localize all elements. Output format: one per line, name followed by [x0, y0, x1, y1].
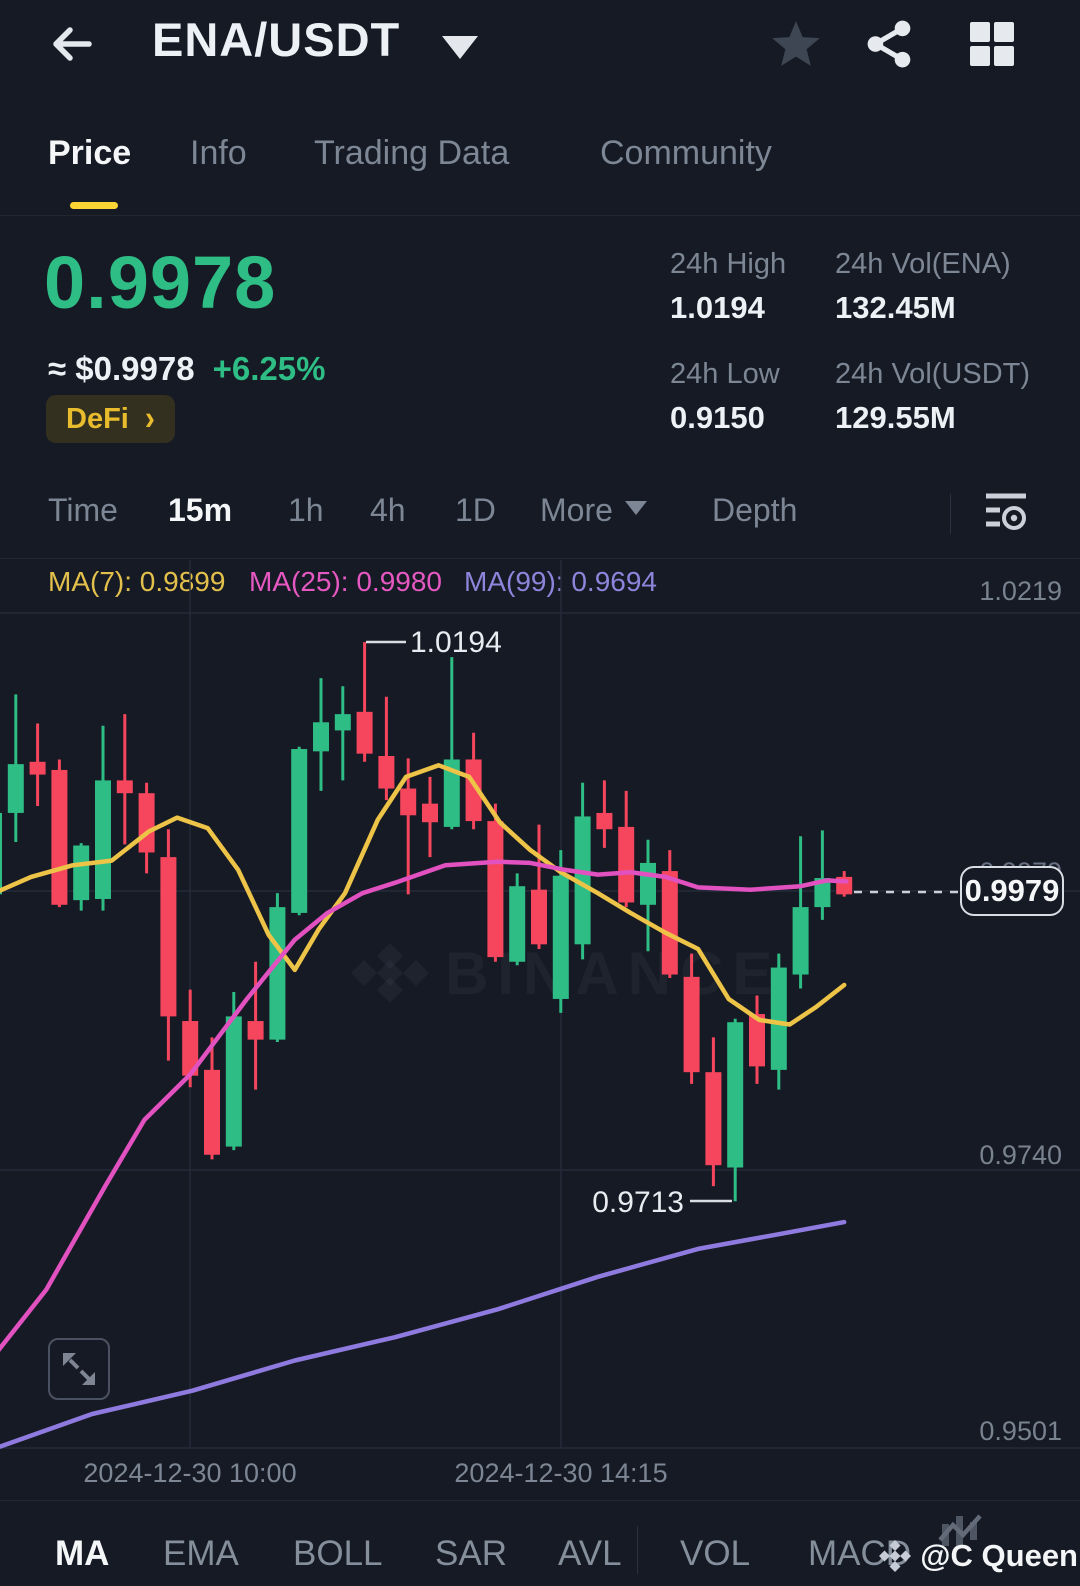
stat-high-label: 24h High: [670, 248, 787, 280]
footer-tab-divider: [637, 1526, 638, 1574]
session-high-annotation: 1.0194: [410, 626, 502, 659]
kline-chart-icon: [938, 1514, 982, 1546]
sub-price-row: ≈ $0.9978 +6.25%: [48, 350, 325, 388]
category-tag-defi[interactable]: DeFi ›: [46, 395, 175, 443]
indicator-tab-avl[interactable]: AVL: [558, 1534, 622, 1573]
pair-title: ENA/USDT: [152, 13, 401, 66]
tab-trading-data[interactable]: Trading Data: [314, 134, 510, 172]
layout-grid-button[interactable]: [966, 18, 1018, 70]
candlestick-chart-canvas[interactable]: BINANCE: [0, 558, 1080, 1502]
interval-1h[interactable]: 1h: [288, 492, 324, 528]
interval-more[interactable]: More: [540, 492, 647, 529]
ma7-legend: MA(7): 0.9899: [48, 566, 226, 597]
interval-depth[interactable]: Depth: [712, 492, 798, 528]
y-axis-tick-1: 1.0219: [979, 576, 1062, 606]
y-axis-tick-3: 0.9740: [979, 1140, 1062, 1170]
creator-handle: @C Queen: [920, 1538, 1078, 1573]
indicator-tab-vol[interactable]: VOL: [680, 1534, 751, 1573]
stat-low-value: 0.9150: [670, 400, 765, 435]
y-axis-tick-4: 0.9501: [979, 1416, 1062, 1446]
stat-vol-base-value: 132.45M: [835, 290, 956, 325]
chevron-down-icon: [442, 36, 478, 59]
category-tag-label: DeFi: [66, 402, 129, 435]
star-icon: [772, 21, 820, 66]
x-axis-tick-1: 2024-12-30 10:00: [83, 1458, 297, 1488]
indicator-tab-boll[interactable]: BOLL: [293, 1534, 383, 1573]
change-percent: +6.25%: [212, 350, 326, 387]
stat-vol-quote-value: 129.55M: [835, 400, 956, 435]
stat-low-label: 24h Low: [670, 358, 780, 390]
indicator-tab-ma[interactable]: MA: [55, 1534, 110, 1573]
chevron-down-icon: [624, 501, 647, 515]
expand-arrows-icon: [63, 1353, 95, 1385]
tabs-divider: [0, 215, 1080, 216]
interval-15m[interactable]: 15m: [168, 492, 233, 528]
tab-info[interactable]: Info: [190, 134, 247, 172]
favorite-button[interactable]: [770, 18, 822, 70]
footer-divider: [0, 1500, 1080, 1501]
x-axis-tick-2: 2024-12-30 14:15: [454, 1458, 668, 1488]
interval-4h[interactable]: 4h: [370, 492, 406, 528]
stat-vol-quote-label: 24h Vol(USDT): [835, 358, 1031, 390]
ma25-legend: MA(25): 0.9980: [249, 566, 442, 597]
stat-vol-base-label: 24h Vol(ENA): [835, 248, 1011, 280]
current-price-tag: 0.9979: [960, 866, 1064, 916]
indicator-tab-sar[interactable]: SAR: [435, 1534, 507, 1573]
interval-divider: [950, 494, 951, 534]
fullscreen-chart-button[interactable]: [48, 1338, 110, 1400]
tab-price[interactable]: Price: [48, 134, 132, 172]
back-button[interactable]: [42, 18, 94, 70]
last-price: 0.9978: [44, 241, 277, 324]
fiat-value: ≈ $0.9978: [48, 350, 195, 387]
back-arrow-icon: [53, 27, 92, 61]
binance-logo-icon: [879, 1540, 912, 1572]
share-icon: [867, 20, 911, 68]
plot-area: [0, 642, 853, 1450]
chevron-right-icon: ›: [144, 399, 155, 438]
indicator-tab-ema[interactable]: EMA: [163, 1534, 239, 1573]
creator-signature: @C Queen: [878, 1514, 1078, 1574]
session-low-annotation: 0.9713: [592, 1186, 684, 1219]
interval-more-label: More: [540, 492, 613, 528]
chart-settings-icon: [986, 493, 1026, 530]
share-button[interactable]: [864, 18, 916, 70]
chart-settings-button[interactable]: [980, 488, 1032, 534]
active-tab-underline: [70, 202, 118, 209]
grid-icon: [970, 22, 1014, 66]
stat-high-value: 1.0194: [670, 290, 765, 325]
chart-top-divider: [0, 558, 1080, 559]
tab-community[interactable]: Community: [600, 134, 772, 172]
interval-1d[interactable]: 1D: [455, 492, 496, 528]
interval-time[interactable]: Time: [48, 492, 118, 528]
